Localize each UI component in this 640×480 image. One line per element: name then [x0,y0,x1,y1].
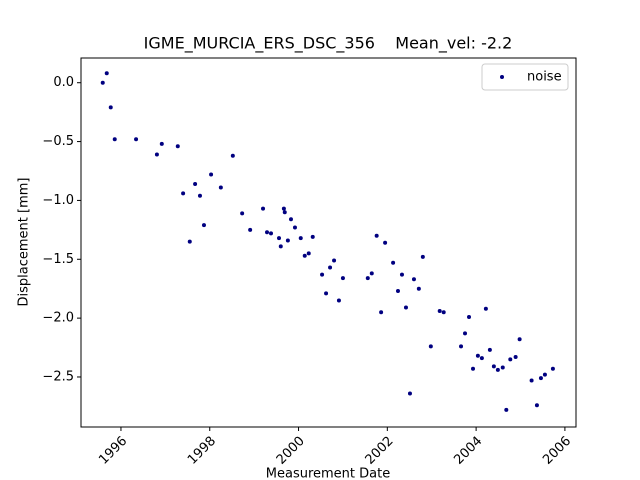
data-point [463,331,468,336]
data-point [416,286,421,291]
data-point [201,223,206,228]
data-point [471,366,476,371]
data-point [269,231,274,236]
data-point [437,309,442,314]
data-point [324,291,329,296]
x-tick-label: 2000 [274,434,308,468]
data-point [112,137,117,142]
data-point [277,236,281,241]
data-point [369,271,374,276]
y-tick-label: −2.0 [42,311,74,326]
x-tick-label: 1996 [96,434,130,468]
data-point [154,152,159,157]
data-point [288,217,293,222]
data-point [265,230,270,235]
data-point [209,172,214,177]
data-point [500,365,505,370]
data-point [513,354,518,359]
data-point [336,298,341,303]
legend-marker [500,75,504,79]
data-point [332,258,337,263]
data-point [281,206,286,211]
data-point [159,141,164,146]
data-point [193,181,198,186]
data-point [487,347,492,352]
data-point [475,353,480,358]
data-point [306,251,311,256]
data-point [420,254,425,259]
data-point [292,225,297,230]
data-point [491,364,496,369]
y-tick-label: −0.5 [42,134,74,149]
data-point [187,239,192,244]
data-point [310,234,315,239]
x-axis-label: Measurement Date [266,467,390,480]
data-point [504,407,509,412]
data-point [285,238,290,243]
data-point [538,376,543,381]
data-point [407,391,412,396]
data-point [298,236,303,241]
x-tick-label: 2002 [363,434,397,468]
data-point [399,272,404,277]
data-point [428,344,433,349]
data-point [395,289,400,294]
data-point [175,144,180,149]
data-point [282,210,287,215]
data-point [218,185,223,190]
data-point [108,105,113,110]
data-point [240,211,245,216]
legend-label: noise [527,70,562,85]
x-tick-label: 2006 [540,434,574,468]
data-point [181,191,186,196]
y-axis-label: Displacement [mm] [17,178,32,307]
data-point [459,344,464,349]
data-point [403,305,408,310]
data-point [197,193,202,198]
data-point [479,356,484,361]
x-tick-label: 2004 [451,434,485,468]
data-point [340,276,345,281]
data-point [542,372,547,377]
y-tick-label: −1.0 [42,193,74,208]
data-point [411,277,416,282]
data-point [134,137,139,142]
legend-box [481,63,569,91]
data-point [379,310,384,315]
data-point [383,240,388,245]
data-point [302,253,307,258]
data-point [100,80,105,85]
data-point [261,206,266,211]
data-point [441,310,446,315]
data-point [230,153,235,158]
data-point [391,260,396,265]
data-point [550,366,555,371]
data-point [104,71,109,76]
data-point [320,272,325,277]
data-point [534,403,539,408]
plot-frame [80,57,577,428]
data-point [278,244,283,249]
data-point [529,378,534,383]
chart-title: IGME_MURCIA_ERS_DSC_356 Mean_vel: -2.2 [144,34,513,54]
y-tick-label: 0.0 [53,75,74,90]
x-tick-label: 1998 [185,434,219,468]
data-point [495,367,500,372]
y-tick-label: −2.5 [42,369,74,384]
data-point [467,314,472,319]
data-point [365,276,370,281]
data-point [248,227,253,232]
data-point [517,337,522,342]
data-point [483,306,488,311]
data-point [508,357,513,362]
y-tick-label: −1.5 [42,252,74,267]
data-point [374,233,379,238]
data-point [328,265,333,270]
